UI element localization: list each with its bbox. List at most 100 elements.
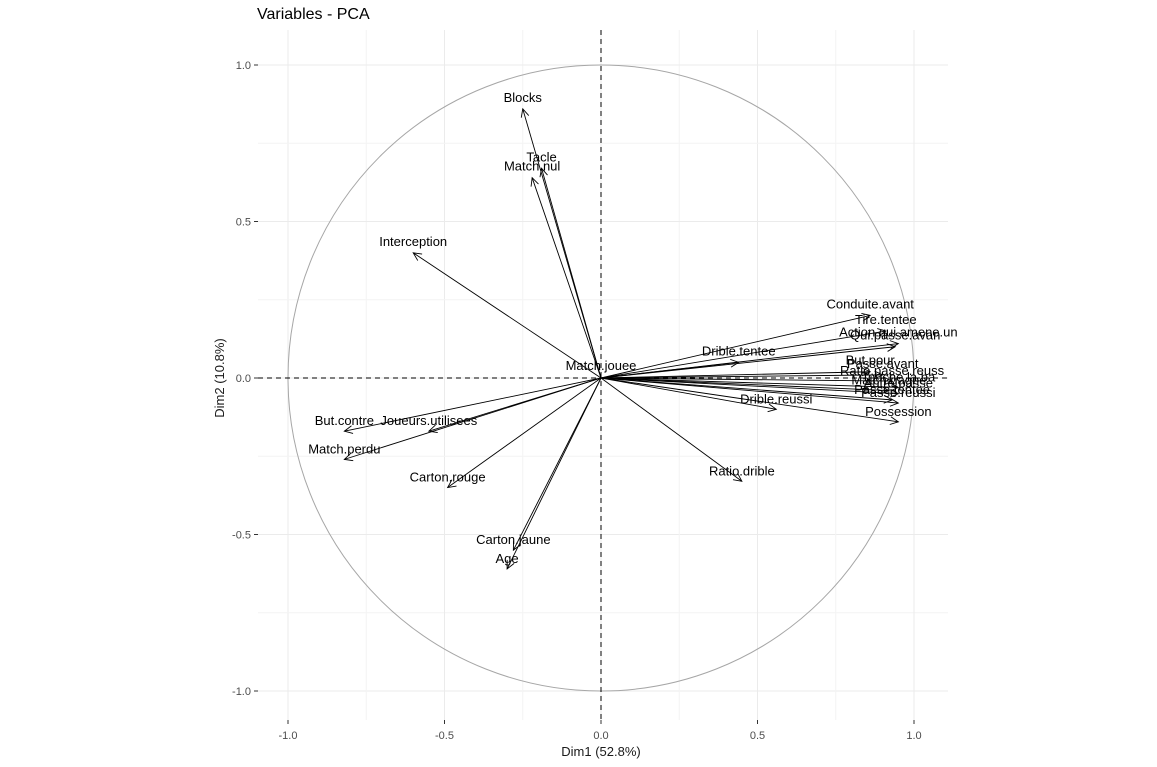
arrow-shaft <box>600 374 883 379</box>
arrow-shaft <box>600 377 743 482</box>
arrow-head <box>530 176 539 187</box>
arrow-shaft <box>600 377 893 382</box>
arrow-shaft <box>541 168 602 379</box>
x-tick-label: 0.0 <box>593 730 608 742</box>
arrow-shaft <box>600 371 871 379</box>
variable-label: But.contre <box>315 413 374 428</box>
y-tick-label: -0.5 <box>232 530 251 542</box>
y-axis-ticks: -1.0 -0.5 0.0 0.5 1.0 <box>232 60 258 698</box>
variable-label: Carton.rouge <box>410 470 486 485</box>
arrow-shaft <box>600 346 896 379</box>
arrow-head <box>874 370 884 380</box>
y-tick-label: 0.0 <box>236 373 251 385</box>
variable-label: Match.gagne <box>851 373 926 388</box>
arrow-head <box>861 367 872 377</box>
variable-arrow <box>343 377 602 462</box>
x-tick-label: -0.5 <box>435 730 454 742</box>
arrow-shaft <box>344 377 602 460</box>
arrow-shaft <box>506 377 602 570</box>
x-tick-label: 0.5 <box>750 730 765 742</box>
variable-label: Qui.passe.avan <box>850 328 940 343</box>
variable-label: Match.nul <box>504 159 560 174</box>
arrow-head <box>446 479 457 489</box>
variable-arrow <box>600 312 872 379</box>
arrow-shaft <box>600 314 871 379</box>
arrow-head <box>520 107 530 118</box>
variable-arrows <box>343 107 900 570</box>
variable-label: Joueurs.utilisees <box>380 413 477 428</box>
variable-label: Autre.passe <box>864 376 933 391</box>
arrow-head <box>886 343 897 352</box>
arrow-head <box>506 559 515 570</box>
variable-label: Match.perdu <box>308 441 380 456</box>
arrow-shaft <box>600 343 899 379</box>
variable-arrow <box>530 176 602 379</box>
variable-label: Touche.la.ba <box>861 369 935 384</box>
variable-label: Tire.tentee <box>855 312 917 327</box>
arrow-shaft <box>447 377 602 488</box>
variable-arrow <box>343 377 602 434</box>
arrow-head <box>889 382 900 392</box>
arrow-shaft <box>600 330 886 379</box>
variable-arrow <box>600 377 900 398</box>
arrow-head <box>889 388 900 398</box>
variable-label: Ratio.drible <box>709 463 775 478</box>
arrow-head <box>343 425 354 434</box>
variable-label: Passe.tentee <box>854 382 930 397</box>
y-tick-label: -1.0 <box>232 686 251 698</box>
arrow-head <box>877 328 887 337</box>
y-tick-label: 1.0 <box>236 60 251 72</box>
arrow-shaft <box>531 177 602 379</box>
arrow-shaft <box>600 377 899 388</box>
variable-label: Match.jouee <box>566 358 637 373</box>
arrow-head <box>861 312 872 322</box>
variable-label: Carton.jaune <box>476 532 550 547</box>
variable-arrow <box>600 377 900 425</box>
variable-label: Possession <box>865 404 931 419</box>
variable-label: But.pour <box>846 353 896 368</box>
variable-arrow <box>446 377 602 489</box>
variable-arrow <box>600 377 743 482</box>
arrow-shaft <box>600 377 899 404</box>
variable-arrow <box>506 377 602 570</box>
arrow-head <box>889 416 900 425</box>
arrow-head <box>412 252 423 261</box>
variable-arrow <box>600 376 894 386</box>
arrow-head <box>343 452 354 462</box>
variable-arrow <box>600 367 872 379</box>
y-tick-label: 0.5 <box>236 217 251 229</box>
arrow-shaft <box>600 377 777 410</box>
x-axis-title: Dim1 (52.8%) <box>561 744 640 759</box>
arrow-shaft <box>600 377 899 423</box>
variable-arrow <box>539 167 602 379</box>
variable-label: Action.qui.amene.un <box>839 325 958 340</box>
arrow-head <box>539 167 548 178</box>
x-axis-ticks: -1.0 -0.5 0.0 0.5 1.0 <box>279 720 922 742</box>
variable-arrow <box>600 377 778 413</box>
variable-label: Drible.reussi <box>740 391 812 406</box>
variable-arrow <box>412 252 602 379</box>
variable-label: Passe.avant <box>847 356 919 371</box>
arrow-shaft <box>344 377 602 432</box>
x-tick-label: 1.0 <box>906 730 921 742</box>
arrow-head <box>427 424 438 433</box>
arrow-head <box>883 376 894 386</box>
x-tick-label: -1.0 <box>279 730 298 742</box>
arrow-shaft <box>600 377 899 395</box>
arrow-shaft <box>412 252 602 379</box>
variable-label: Interception <box>379 234 447 249</box>
arrow-head <box>732 473 743 482</box>
variable-arrow <box>600 377 900 392</box>
variable-arrow <box>600 328 887 379</box>
variable-arrow <box>600 377 900 407</box>
variable-arrow <box>600 343 897 379</box>
variable-label: Blocks <box>504 90 543 105</box>
variable-label: Conduite.avant <box>826 296 914 311</box>
chart-title: Variables - PCA <box>257 6 370 23</box>
arrow-head <box>889 398 900 407</box>
arrow-head <box>767 403 778 413</box>
variable-label: Tacle <box>526 149 556 164</box>
y-axis-title: Dim2 (10.8%) <box>212 338 227 417</box>
